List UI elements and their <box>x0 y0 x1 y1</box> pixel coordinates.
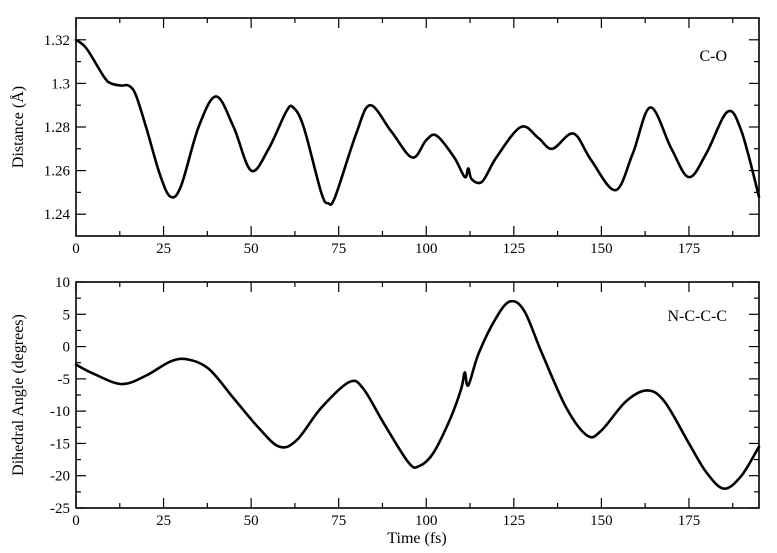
dihedral-y-tick-label: -15 <box>50 436 70 452</box>
dihedral-x-tick-label: 75 <box>331 513 346 529</box>
dihedral-y-ticks: -25 -20 -15 -10 -5 0 5 10 <box>50 275 759 517</box>
distance-y-tick-label: 1.32 <box>44 33 70 49</box>
time-x-axis-label: Time (fs) <box>387 530 446 547</box>
dihedral-y-tick-label: -10 <box>50 404 70 420</box>
distance-x-tick-label: 25 <box>156 241 171 257</box>
dihedral-x-tick-label: 50 <box>244 513 259 529</box>
dihedral-x-tick-label: 25 <box>156 513 171 529</box>
dihedral-y-tick-label: 5 <box>63 307 71 323</box>
distance-y-tick-label: 1.3 <box>51 76 70 92</box>
dihedral-x-tick-label: 175 <box>678 513 701 529</box>
distance-y-tick-label: 1.28 <box>44 120 70 136</box>
distance-y-axis-label: Distance (Å) <box>9 86 27 168</box>
distance-x-tick-label: 150 <box>590 241 613 257</box>
distance-panel: 0 25 50 75 100 125 150 175 1.241.261.281.31.32 … <box>9 17 761 257</box>
dihedral-panel: 0 25 50 75 100 125 150 175 -25 -20 -15 -10 -5 0 5 10 N… <box>10 275 761 547</box>
dihedral-x-tick-label: 125 <box>503 513 526 529</box>
distance-x-tick-label: 75 <box>331 241 346 257</box>
dihedral-y-tick-label: -25 <box>50 501 70 517</box>
distance-x-tick-label: 0 <box>72 241 80 257</box>
dihedral-y-tick-label: -5 <box>58 372 71 388</box>
dihedral-series-line <box>74 299 761 490</box>
distance-annotation: C-O <box>699 48 727 65</box>
dihedral-series <box>74 299 761 490</box>
distance-x-ticks: 0 25 50 75 100 125 150 175 <box>72 18 734 257</box>
distance-y-ticks: 1.24 1.26 1.28 1.3 1.32 <box>44 33 759 223</box>
distance-x-tick-label: 100 <box>415 241 438 257</box>
distance-x-tick-label: 50 <box>244 241 259 257</box>
dihedral-y-axis-label: Dihedral Angle (degrees) <box>10 314 27 476</box>
dihedral-x-tick-label: 0 <box>72 513 80 529</box>
dihedral-y-tick-label: 0 <box>63 340 71 356</box>
distance-x-tick-label: 125 <box>503 241 526 257</box>
distance-y-tick-label: 1.26 <box>44 164 71 180</box>
dihedral-x-tick-label: 100 <box>415 513 438 529</box>
distance-series <box>74 38 761 206</box>
distance-x-tick-label: 175 <box>678 241 701 257</box>
dihedral-x-tick-label: 150 <box>590 513 613 529</box>
distance-plot-frame <box>75 17 760 237</box>
distance-series-line <box>74 38 761 206</box>
dihedral-x-ticks: 0 25 50 75 100 125 150 175 <box>72 282 734 529</box>
dihedral-annotation: N-C-C-C <box>667 308 727 325</box>
distance-y-tick-label: 1.24 <box>44 207 71 223</box>
dihedral-y-tick-label: -20 <box>50 469 70 485</box>
dihedral-y-tick-label: 10 <box>55 275 70 291</box>
